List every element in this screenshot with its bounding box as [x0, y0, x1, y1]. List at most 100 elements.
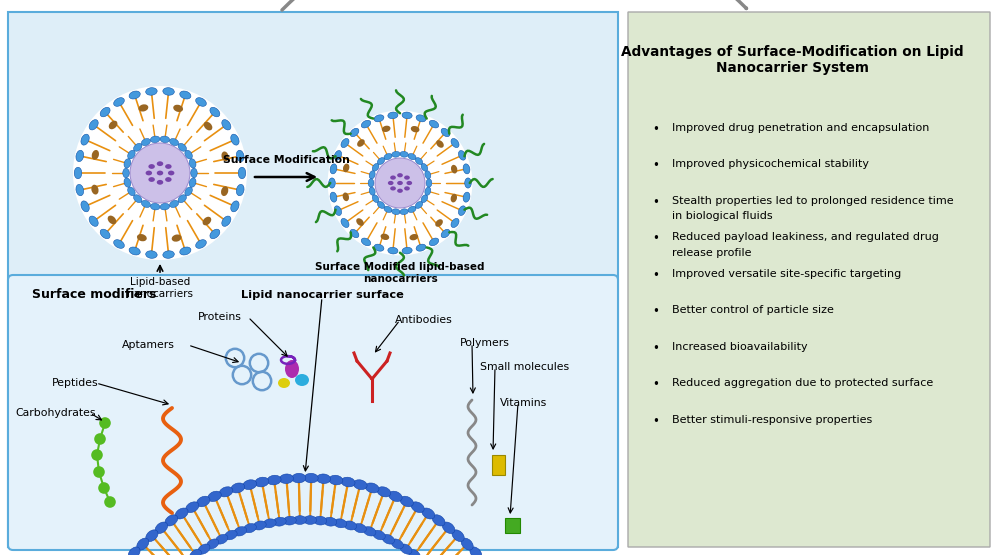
Ellipse shape	[222, 120, 231, 130]
Ellipse shape	[157, 180, 163, 185]
Ellipse shape	[406, 181, 412, 185]
Ellipse shape	[196, 98, 206, 107]
Ellipse shape	[470, 547, 482, 555]
Ellipse shape	[197, 496, 210, 507]
Ellipse shape	[137, 234, 147, 241]
Ellipse shape	[354, 523, 366, 533]
Ellipse shape	[334, 206, 342, 215]
Ellipse shape	[334, 150, 342, 160]
Ellipse shape	[165, 515, 178, 526]
Ellipse shape	[409, 234, 418, 240]
Text: •: •	[652, 233, 659, 245]
Ellipse shape	[293, 516, 306, 524]
Ellipse shape	[108, 215, 116, 224]
Ellipse shape	[124, 159, 131, 168]
Ellipse shape	[186, 502, 199, 513]
Ellipse shape	[409, 549, 420, 555]
Ellipse shape	[180, 247, 191, 255]
Ellipse shape	[425, 187, 431, 195]
Text: Improved physicochemical stability: Improved physicochemical stability	[672, 159, 869, 169]
Ellipse shape	[168, 170, 174, 175]
Ellipse shape	[330, 192, 337, 202]
FancyArrowPatch shape	[282, 0, 746, 10]
Ellipse shape	[402, 112, 412, 119]
Ellipse shape	[341, 219, 349, 228]
Ellipse shape	[356, 218, 364, 226]
Ellipse shape	[404, 186, 410, 190]
Ellipse shape	[392, 209, 400, 215]
Ellipse shape	[458, 206, 466, 215]
Circle shape	[328, 110, 472, 255]
Ellipse shape	[397, 173, 403, 178]
Ellipse shape	[451, 194, 457, 203]
Ellipse shape	[392, 152, 400, 157]
Text: Antibodies: Antibodies	[395, 315, 453, 325]
Ellipse shape	[381, 234, 389, 240]
Ellipse shape	[160, 203, 170, 210]
Ellipse shape	[436, 140, 444, 148]
Text: release profile: release profile	[672, 248, 752, 258]
Ellipse shape	[148, 177, 155, 182]
Ellipse shape	[150, 203, 160, 210]
Ellipse shape	[397, 181, 403, 185]
Ellipse shape	[165, 177, 172, 182]
Ellipse shape	[295, 374, 309, 386]
Ellipse shape	[329, 178, 335, 188]
FancyBboxPatch shape	[8, 275, 618, 550]
Ellipse shape	[100, 229, 110, 239]
Ellipse shape	[353, 480, 367, 490]
Ellipse shape	[304, 516, 317, 524]
Ellipse shape	[129, 247, 140, 255]
Text: Advantages of Surface-Modification on Lipid
Nanocarrier System: Advantages of Surface-Modification on Li…	[621, 45, 963, 75]
Ellipse shape	[150, 136, 160, 143]
Ellipse shape	[429, 120, 439, 128]
Ellipse shape	[170, 139, 179, 145]
Ellipse shape	[411, 502, 424, 513]
Ellipse shape	[369, 171, 375, 179]
Ellipse shape	[190, 549, 201, 555]
Ellipse shape	[198, 544, 210, 554]
Ellipse shape	[382, 125, 391, 132]
Ellipse shape	[283, 516, 296, 525]
Ellipse shape	[278, 378, 290, 388]
Text: Lipid nanocarrier surface: Lipid nanocarrier surface	[241, 290, 403, 300]
Ellipse shape	[165, 164, 172, 169]
Ellipse shape	[411, 126, 419, 133]
Circle shape	[104, 496, 116, 508]
Text: Better control of particle size: Better control of particle size	[672, 305, 834, 315]
Ellipse shape	[89, 120, 98, 130]
Ellipse shape	[341, 477, 355, 487]
Ellipse shape	[463, 192, 470, 202]
Ellipse shape	[363, 527, 376, 536]
Ellipse shape	[207, 539, 219, 549]
Text: •: •	[652, 159, 659, 173]
Ellipse shape	[372, 164, 379, 171]
Text: Improved versatile site-specific targeting: Improved versatile site-specific targeti…	[672, 269, 901, 279]
Text: Increased bioavailability: Increased bioavailability	[672, 342, 808, 352]
Ellipse shape	[175, 508, 188, 519]
Circle shape	[99, 417, 111, 429]
Ellipse shape	[458, 150, 466, 160]
Ellipse shape	[416, 115, 426, 122]
Ellipse shape	[314, 516, 327, 525]
Ellipse shape	[343, 193, 349, 201]
Text: in biological fluids: in biological fluids	[672, 211, 773, 221]
Ellipse shape	[124, 178, 131, 187]
Ellipse shape	[389, 491, 402, 502]
Ellipse shape	[451, 139, 459, 148]
Ellipse shape	[178, 195, 186, 203]
Ellipse shape	[128, 547, 140, 555]
Circle shape	[130, 143, 190, 203]
Ellipse shape	[100, 107, 110, 117]
Text: •: •	[652, 342, 659, 355]
Ellipse shape	[400, 209, 408, 215]
Ellipse shape	[408, 154, 416, 160]
Ellipse shape	[334, 519, 347, 528]
Ellipse shape	[170, 200, 179, 208]
Ellipse shape	[344, 521, 357, 530]
Ellipse shape	[231, 483, 245, 493]
Circle shape	[73, 86, 247, 260]
Ellipse shape	[361, 238, 371, 246]
Ellipse shape	[244, 523, 256, 533]
Text: Improved drug penetration and encapsulation: Improved drug penetration and encapsulat…	[672, 123, 929, 133]
